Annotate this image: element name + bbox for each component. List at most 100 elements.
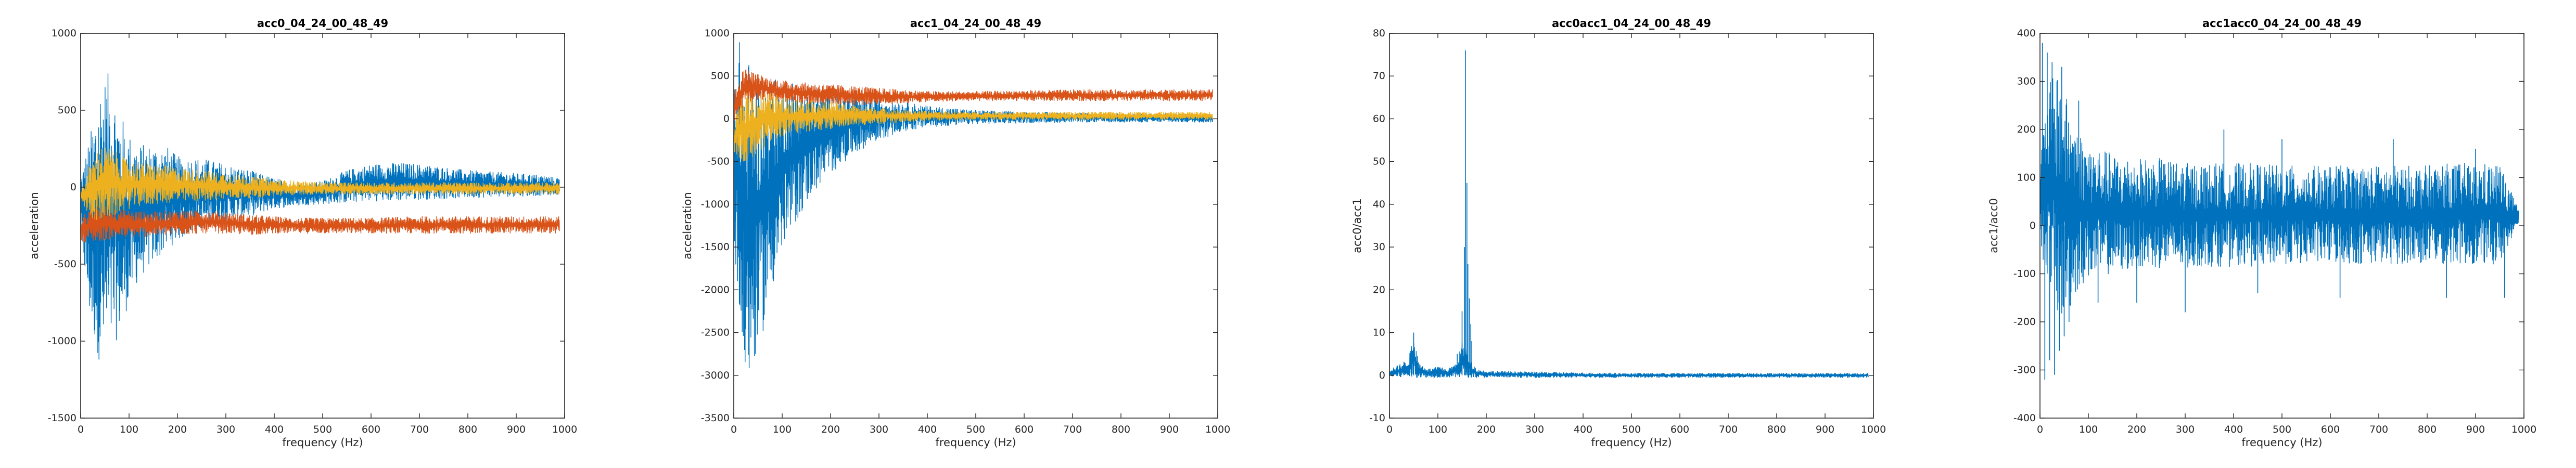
- y-tick-label: 20: [1373, 284, 1385, 295]
- y-tick-label: -1500: [48, 412, 76, 424]
- y-tick-label: 400: [2017, 28, 2036, 39]
- x-tick-label: 700: [410, 424, 429, 435]
- y-tick-label: 60: [1373, 113, 1385, 124]
- x-tick-label: 0: [1386, 424, 1393, 435]
- chart-1: 0 100 200 300 400 500 600 700 800 900 1000 -1500 -10…: [28, 17, 577, 449]
- y-tick-label: -400: [2013, 412, 2036, 424]
- y-tick-label: -2500: [701, 327, 730, 339]
- y-axis-label: acceleration: [28, 192, 41, 259]
- plot-area: [2040, 43, 2519, 380]
- x-tick-label: 900: [2466, 424, 2485, 435]
- x-tick-label: 800: [1112, 424, 1130, 435]
- x-tick-label: 100: [2079, 424, 2098, 435]
- y-tick-label: 0: [70, 181, 76, 193]
- x-tick-label: 100: [120, 424, 138, 435]
- x-tick-label: 700: [2369, 424, 2388, 435]
- x-tick-label: 900: [1160, 424, 1179, 435]
- x-tick-label: 500: [966, 424, 985, 435]
- y-tick-label: 40: [1373, 199, 1385, 210]
- y-tick-label: -3500: [701, 412, 730, 424]
- x-axis-label: frequency (Hz): [935, 436, 1016, 449]
- x-tick-label: 400: [1574, 424, 1592, 435]
- x-tick-label: 200: [168, 424, 187, 435]
- x-tick-label: 300: [1525, 424, 1544, 435]
- x-tick-label: 600: [1670, 424, 1689, 435]
- x-axis-label: frequency (Hz): [2241, 436, 2322, 449]
- y-tick-label: -500: [707, 156, 730, 167]
- x-axis-label: frequency (Hz): [282, 436, 363, 449]
- chart-title: acc0acc1_04_24_00_48_49: [1552, 17, 1711, 30]
- y-tick-label: -3000: [701, 370, 730, 381]
- x-tick-label: 500: [313, 424, 332, 435]
- x-tick-label: 600: [362, 424, 380, 435]
- y-tick-label: 30: [1373, 241, 1385, 253]
- y-tick-label: -100: [2013, 268, 2036, 280]
- y-tick-label: 500: [58, 105, 76, 116]
- x-tick-label: 400: [918, 424, 937, 435]
- y-tick-label: 100: [2017, 172, 2036, 184]
- x-tick-label: 0: [2037, 424, 2043, 435]
- x-tick-label: 200: [2127, 424, 2146, 435]
- x-tick-label: 400: [2224, 424, 2243, 435]
- y-tick-label: 200: [2017, 124, 2036, 135]
- x-axis-label: frequency (Hz): [1591, 436, 1672, 449]
- x-tick-label: 400: [265, 424, 284, 435]
- y-tick-label: 50: [1373, 156, 1385, 167]
- y-tick-label: -200: [2013, 316, 2036, 328]
- y-tick-label: 0: [2030, 220, 2036, 231]
- y-tick-label: -1000: [701, 199, 730, 210]
- x-tick-label: 1000: [1205, 424, 1230, 435]
- chart-title: acc0_04_24_00_48_49: [257, 17, 388, 30]
- x-tick-label: 800: [458, 424, 477, 435]
- y-tick-label: 70: [1373, 70, 1385, 82]
- chart-title: acc1_04_24_00_48_49: [910, 17, 1041, 30]
- x-tick-label: 1000: [552, 424, 577, 435]
- x-tick-label: 300: [870, 424, 888, 435]
- series-1-trace: [2040, 78, 2519, 314]
- plot-area: [734, 42, 1213, 369]
- series-3-trace: [734, 93, 1213, 162]
- series-2-trace: [734, 69, 1213, 121]
- x-tick-label: 100: [1429, 424, 1447, 435]
- y-tick-label: -10: [1369, 412, 1385, 424]
- chart-title: acc1acc0_04_24_00_48_49: [2202, 17, 2362, 30]
- x-tick-label: 500: [1622, 424, 1641, 435]
- x-tick-label: 300: [2176, 424, 2195, 435]
- y-tick-label: 80: [1373, 28, 1385, 39]
- x-tick-label: 800: [1767, 424, 1786, 435]
- x-tick-label: 1000: [1861, 424, 1886, 435]
- x-tick-label: 800: [2418, 424, 2437, 435]
- x-tick-label: 600: [1015, 424, 1034, 435]
- x-tick-label: 600: [2321, 424, 2340, 435]
- y-tick-label: -500: [54, 258, 76, 270]
- y-tick-label: 1000: [705, 28, 730, 39]
- x-tick-label: 200: [1477, 424, 1496, 435]
- plot-background: [1389, 33, 1873, 418]
- y-tick-label: 300: [2017, 76, 2036, 87]
- chart-4: 0 100 200 300 400 500 600 700 800 900 1000-400-300…: [1987, 17, 2536, 449]
- y-tick-label: -1500: [701, 241, 730, 253]
- y-axis-label: acc0/acc1: [1351, 198, 1363, 253]
- y-tick-label: -2000: [701, 284, 730, 295]
- x-tick-label: 0: [78, 424, 84, 435]
- x-tick-label: 500: [2273, 424, 2291, 435]
- chart-2: 0 100 200 300 400 500 600 700 800 900 1000 -3500 -30…: [681, 17, 1230, 449]
- series-3-trace: [81, 147, 560, 220]
- chart-3: 0 100 200 300 400 500 600 700 800 900 1000-1001020…: [1351, 17, 1886, 449]
- y-axis-label: acceleration: [681, 192, 694, 259]
- x-tick-label: 1000: [2511, 424, 2536, 435]
- x-tick-label: 200: [821, 424, 840, 435]
- x-tick-label: 0: [731, 424, 737, 435]
- x-tick-label: 700: [1719, 424, 1738, 435]
- x-tick-label: 300: [216, 424, 235, 435]
- y-tick-label: 10: [1373, 327, 1385, 339]
- x-tick-label: 900: [507, 424, 526, 435]
- plot-area: [1389, 50, 1869, 378]
- y-tick-label: 0: [1379, 370, 1385, 381]
- y-tick-label: -300: [2013, 365, 2036, 376]
- x-tick-label: 900: [1816, 424, 1834, 435]
- y-tick-label: 500: [711, 70, 730, 82]
- plot-area: [81, 73, 560, 360]
- x-tick-label: 100: [773, 424, 792, 435]
